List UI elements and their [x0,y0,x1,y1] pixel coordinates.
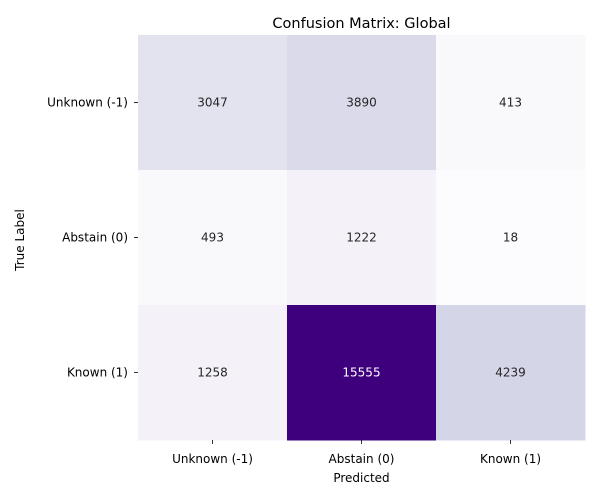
heatmap-cell [436,170,586,306]
cell-value-label: 493 [201,231,224,245]
heatmap-cell [436,35,586,171]
cell-value-label: 18 [503,231,518,245]
chart-title: Confusion Matrix: Global [272,16,450,32]
cell-value-label: 4239 [495,366,526,380]
x-axis: Unknown (-1) Abstain (0) Known (1) [172,440,541,466]
heatmap-cell [138,35,288,171]
heatmap-cell [138,170,288,306]
cell-value-label: 15555 [342,366,380,380]
heatmap-cell [436,305,586,441]
x-tick-label: Unknown (-1) [172,452,253,466]
y-tick-label: Abstain (0) [62,231,128,245]
y-tick-label: Known (1) [67,366,128,380]
heatmap-cell [287,35,437,171]
y-tick-label: Unknown (-1) [47,96,128,110]
heatmap-cell [287,170,437,306]
cell-value-label: 3890 [346,96,377,110]
x-tick-label: Abstain (0) [329,452,395,466]
cell-value-label: 1258 [197,366,228,380]
cell-value-label: 413 [499,96,522,110]
cell-value-label: 3047 [197,96,228,110]
y-axis-label: True Label [13,209,27,272]
x-axis-label: Predicted [333,471,389,485]
heatmap-cell [138,305,288,441]
y-axis: Unknown (-1) Abstain (0) Known (1) [47,96,138,380]
x-tick-label: Known (1) [480,452,541,466]
heatmap-cells: 3047 3890 413 493 1222 18 1258 15555 4239 [138,35,586,441]
heatmap-cell [287,305,437,441]
cell-value-label: 1222 [346,231,377,245]
